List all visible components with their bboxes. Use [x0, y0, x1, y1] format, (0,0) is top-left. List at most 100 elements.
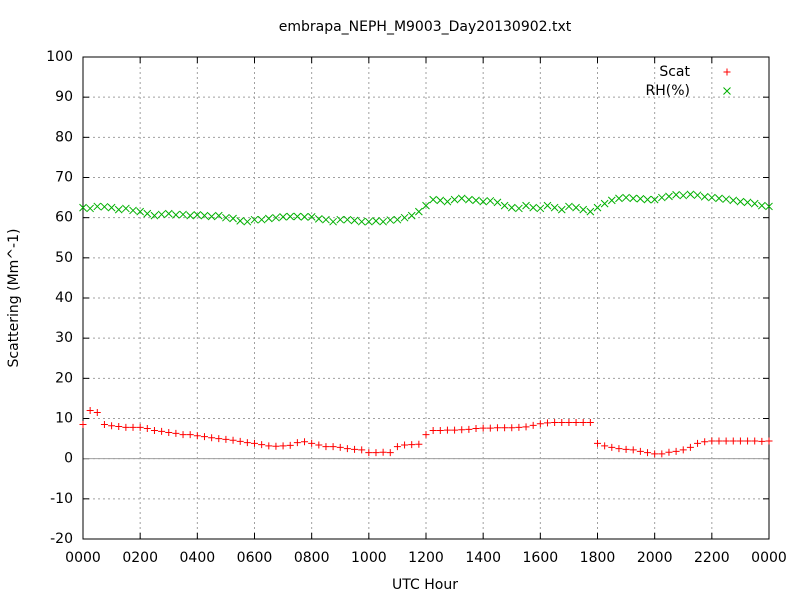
data-point — [114, 205, 123, 214]
data-point — [364, 217, 373, 226]
data-point — [665, 192, 673, 201]
data-point — [286, 212, 295, 221]
chart-title: embrapa_NEPH_M9003_Day20130902.txt — [279, 19, 572, 35]
data-point — [722, 437, 730, 445]
data-point — [765, 202, 773, 211]
y-axis-label: Scattering (Mm^-1) — [6, 229, 22, 368]
data-point — [115, 423, 123, 431]
data-point — [322, 443, 330, 451]
data-point — [214, 211, 223, 220]
data-point — [636, 447, 644, 455]
data-point — [594, 439, 601, 447]
data-point — [172, 429, 180, 437]
data-point — [200, 433, 208, 441]
data-point — [107, 203, 116, 212]
data-point — [586, 419, 594, 427]
data-point — [172, 211, 180, 219]
data-point — [386, 449, 394, 457]
data-point — [407, 211, 416, 220]
data-point — [143, 209, 152, 218]
y-tick-label: -20 — [50, 531, 73, 547]
data-point — [708, 437, 716, 445]
x-tick-label: 0000 — [65, 550, 101, 566]
data-point — [465, 195, 473, 204]
data-point — [215, 435, 223, 443]
data-point — [658, 450, 666, 458]
data-point — [622, 445, 630, 453]
data-point — [229, 436, 237, 444]
data-point — [665, 448, 673, 456]
data-point — [529, 421, 537, 429]
data-point — [472, 196, 480, 205]
data-point — [357, 217, 366, 226]
data-point — [579, 205, 588, 214]
data-point — [79, 203, 87, 212]
data-point — [615, 445, 623, 453]
data-point — [758, 201, 766, 210]
y-tick-label: 0 — [64, 451, 73, 467]
y-tick-label: 100 — [46, 49, 73, 65]
data-point — [308, 439, 316, 447]
data-point — [336, 215, 345, 224]
data-point — [593, 203, 602, 212]
data-point — [443, 197, 452, 206]
data-point — [579, 419, 587, 427]
data-point — [551, 419, 559, 427]
data-point — [415, 207, 423, 216]
data-point — [257, 215, 266, 224]
x-tick-label: 0200 — [122, 550, 158, 566]
x-tick-label: 0000 — [751, 550, 787, 566]
data-point — [615, 194, 623, 203]
data-point — [479, 197, 488, 206]
data-point — [686, 190, 695, 199]
data-point — [451, 426, 459, 434]
data-point — [536, 420, 544, 428]
data-point — [186, 211, 195, 220]
y-tick-label: 40 — [55, 290, 73, 306]
data-point — [343, 215, 352, 224]
data-point — [572, 419, 580, 427]
data-point — [493, 424, 501, 432]
data-point — [293, 439, 301, 447]
data-point — [679, 446, 687, 454]
data-point — [314, 215, 323, 223]
data-point — [258, 441, 266, 449]
data-point — [150, 211, 159, 220]
data-point — [157, 210, 166, 219]
data-point — [222, 213, 230, 222]
data-point — [672, 447, 680, 455]
data-point — [315, 441, 323, 449]
data-point — [351, 445, 359, 453]
data-point — [165, 429, 173, 437]
data-point — [264, 214, 273, 223]
data-point — [279, 442, 287, 450]
data-point — [272, 442, 280, 450]
data-point — [679, 191, 688, 200]
data-point — [557, 205, 566, 214]
data-point — [608, 443, 616, 451]
data-point — [458, 426, 466, 434]
data-point — [143, 425, 151, 433]
y-tick-label: 70 — [55, 170, 73, 186]
data-point — [429, 427, 437, 435]
data-point — [372, 449, 380, 457]
data-point — [93, 202, 102, 211]
data-point — [229, 214, 237, 223]
y-tick-label: 90 — [55, 89, 73, 105]
data-point — [336, 443, 344, 451]
data-point — [607, 196, 616, 205]
data-point — [657, 193, 666, 202]
data-point — [715, 437, 723, 445]
data-point — [193, 211, 202, 219]
data-point — [129, 206, 137, 215]
data-point — [450, 195, 459, 204]
data-point — [486, 196, 495, 205]
legend-label: RH(%) — [646, 83, 690, 99]
x-axis-label: UTC Hour — [392, 577, 458, 593]
data-point — [572, 203, 580, 212]
data-point — [415, 440, 423, 448]
data-point — [93, 408, 101, 416]
data-point — [100, 421, 108, 429]
data-point — [86, 204, 94, 213]
